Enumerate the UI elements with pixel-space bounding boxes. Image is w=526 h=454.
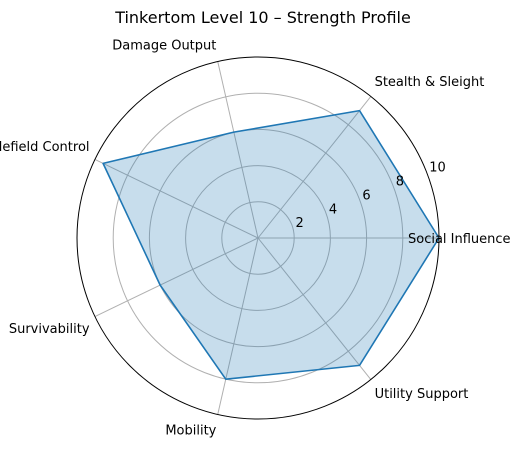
r-tick-label-0: 2 bbox=[295, 216, 303, 231]
spoke-3 bbox=[94, 159, 259, 239]
category-label-0: Social Influence bbox=[408, 232, 511, 247]
grid-layer bbox=[94, 61, 439, 415]
series-line-0 bbox=[102, 109, 440, 380]
spoke-1 bbox=[257, 96, 372, 239]
frame-layer bbox=[76, 56, 440, 420]
category-label-6: Utility Support bbox=[375, 387, 469, 402]
chart-title: Tinkertom Level 10 – Strength Profile bbox=[115, 8, 411, 27]
spoke-6 bbox=[257, 237, 372, 380]
outer-frame bbox=[76, 56, 440, 420]
category-label-1: Stealth & Sleight bbox=[375, 75, 485, 90]
series-layer bbox=[102, 109, 440, 380]
r-tick-label-3: 8 bbox=[396, 175, 404, 190]
r-tick-label-4: 10 bbox=[429, 161, 446, 176]
spoke-5 bbox=[217, 237, 259, 415]
r-tick-label-1: 4 bbox=[329, 202, 337, 217]
category-label-4: Survivability bbox=[9, 322, 90, 337]
r-tick-label-2: 6 bbox=[362, 188, 370, 203]
category-label-2: Damage Output bbox=[112, 39, 216, 54]
label-layer: 2 4 6 8 10 Social Influence Stealth & Sleight D… bbox=[0, 39, 511, 439]
series-area-0 bbox=[103, 110, 439, 380]
spoke-2 bbox=[217, 61, 259, 239]
category-label-5: Mobility bbox=[165, 423, 216, 438]
spoke-4 bbox=[94, 237, 259, 317]
category-label-3: Battlefield Control bbox=[0, 140, 90, 155]
